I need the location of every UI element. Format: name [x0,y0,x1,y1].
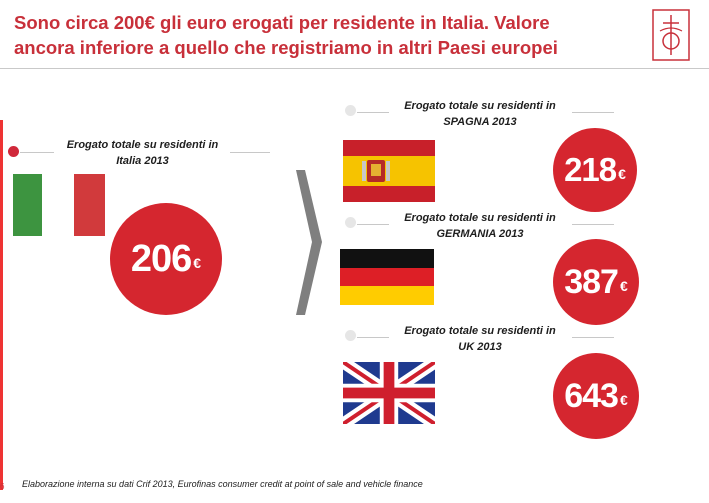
caption-line: Erogato totale su residenti in [404,212,556,224]
caption-rule [357,337,389,338]
spagna-value-badge: 218 € [553,128,637,212]
bullet-dot-icon [345,330,356,341]
germania-value-badge: 387 € [553,239,639,325]
italy-flag-icon [13,174,105,236]
bullet-dot-icon [8,146,19,157]
chevron-right-icon [296,170,322,315]
caption-line: Italia 2013 [116,155,169,167]
source-footnote: Elaborazione interna su dati Crif 2013, … [22,479,423,489]
currency-symbol: € [619,278,628,294]
caption-rule [357,224,389,225]
spagna-value: 218 [564,151,617,188]
caption-rule [572,337,614,338]
currency-symbol: € [193,255,202,271]
caption-rule [572,112,614,113]
caption-line: Erogato totale su residenti in [404,325,556,337]
caption-line: Erogato totale su residenti in [66,139,219,151]
italia-value: 206 [130,237,192,280]
spagna-caption: Erogato totale su residenti in SPAGNA 20… [385,98,575,130]
caption-rule [572,224,614,225]
italia-value-badge: 206 € [110,203,222,315]
left-accent-bar [0,120,3,490]
slide-title: Sono circa 200€ gli euro erogati per res… [14,12,558,58]
uk-value-badge: 643 € [553,353,639,439]
caption-rule [20,152,54,153]
caption-line: GERMANIA 2013 [436,228,524,240]
caption-line: Erogato totale su residenti in [404,100,556,112]
uk-flag-icon [343,362,435,424]
uk-value: 643 [564,376,619,415]
caption-rule [230,152,270,153]
germania-caption: Erogato totale su residenti in GERMANIA … [385,210,575,242]
uk-caption: Erogato totale su residenti in UK 2013 [385,323,575,355]
spain-flag-icon [343,140,435,202]
bullet-dot-icon [345,217,356,228]
caption-rule [357,112,389,113]
italia-caption: Erogato totale su residenti in Italia 20… [50,137,235,169]
currency-symbol: € [619,392,628,408]
logo-emblem [652,9,690,61]
page-number: 6 [0,482,5,491]
currency-symbol: € [618,166,626,182]
caption-line: SPAGNA 2013 [443,116,517,128]
caption-line: UK 2013 [458,341,502,353]
germany-flag-icon [340,249,434,305]
germania-value: 387 [564,262,619,301]
bullet-dot-icon [345,105,356,116]
title-divider [0,68,709,69]
